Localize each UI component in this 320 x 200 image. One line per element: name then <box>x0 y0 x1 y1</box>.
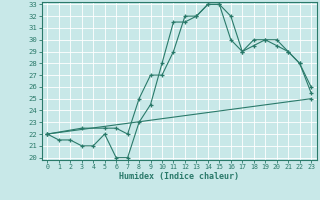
X-axis label: Humidex (Indice chaleur): Humidex (Indice chaleur) <box>119 172 239 181</box>
